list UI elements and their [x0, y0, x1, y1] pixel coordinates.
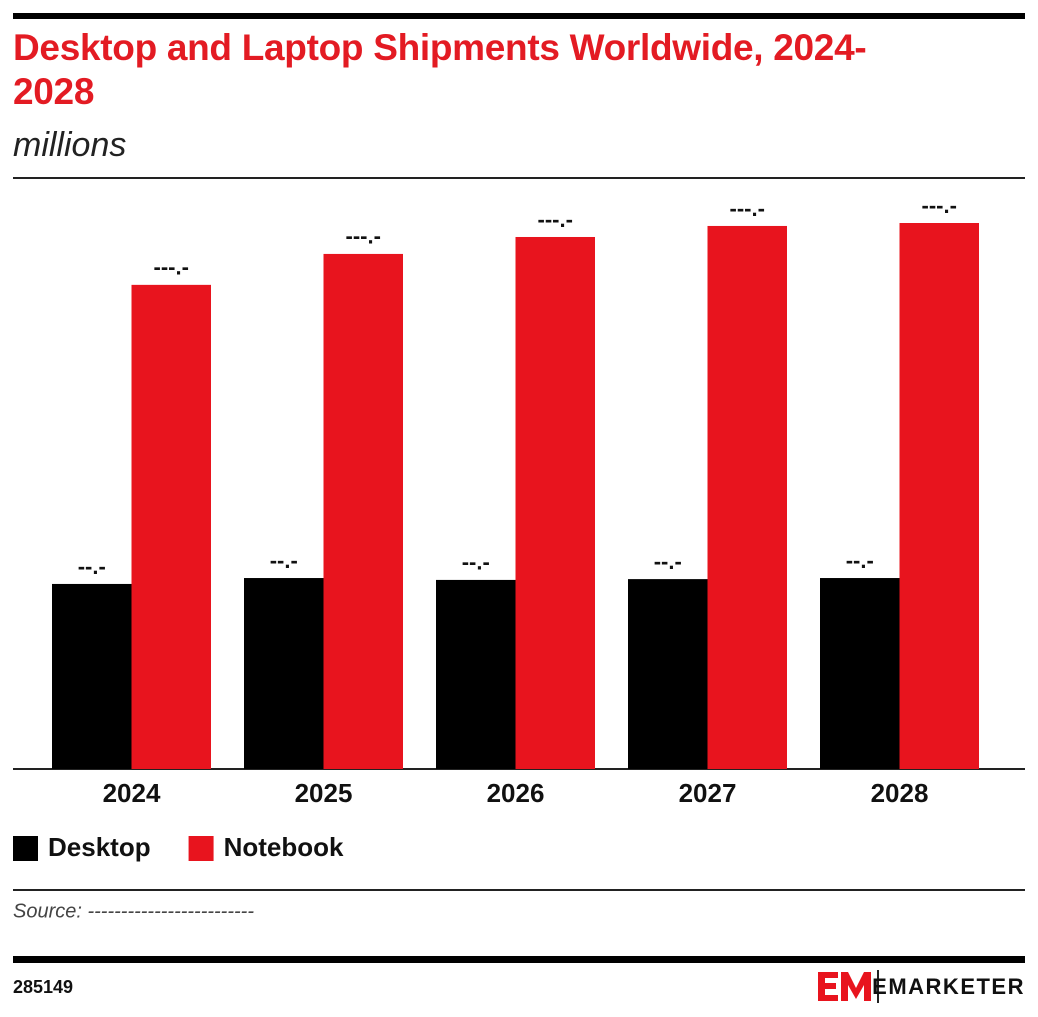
top-rule: [13, 13, 1025, 19]
data-label: --.-: [846, 548, 874, 573]
header-rule: [13, 177, 1025, 179]
bar: [52, 583, 132, 769]
chart-subtitle: millions: [13, 126, 127, 164]
data-label: ---.-: [922, 193, 957, 218]
bar: [131, 284, 211, 769]
bar: [820, 578, 900, 769]
data-label: ---.-: [538, 207, 573, 232]
legend-swatch: [188, 836, 214, 861]
x-tick-label: 2027: [679, 778, 737, 808]
footer-rule: [13, 956, 1025, 963]
data-label: ---.-: [154, 255, 189, 280]
bar: [323, 253, 403, 769]
brand: EMARKETER: [872, 974, 1025, 999]
data-label: --.-: [78, 554, 106, 579]
legend-rule: [13, 889, 1025, 891]
x-tick-label: 2024: [103, 778, 161, 808]
bar: [436, 579, 516, 769]
data-label: ---.-: [730, 196, 765, 221]
bar: [899, 223, 979, 769]
bar: [707, 225, 787, 769]
data-label: ---.-: [346, 224, 381, 249]
chart-title: Desktop and Laptop Shipments Worldwide, …: [13, 27, 867, 112]
bar: [628, 579, 708, 769]
legend-label: Desktop: [48, 832, 151, 862]
data-label: --.-: [654, 549, 682, 574]
legend-swatch: [13, 836, 38, 861]
bar: [515, 236, 595, 769]
chart-id: 285149: [13, 977, 73, 997]
x-tick-label: 2025: [295, 778, 353, 808]
data-label: --.-: [462, 550, 490, 575]
logo-divider: [877, 970, 879, 1003]
legend-label: Notebook: [224, 832, 344, 862]
x-tick-label: 2026: [487, 778, 545, 808]
data-label: --.-: [270, 548, 298, 573]
x-tick-label: 2028: [871, 778, 929, 808]
logo-mark: [818, 972, 871, 1001]
source: Source: -------------------------: [13, 900, 254, 922]
bar: [244, 578, 324, 769]
